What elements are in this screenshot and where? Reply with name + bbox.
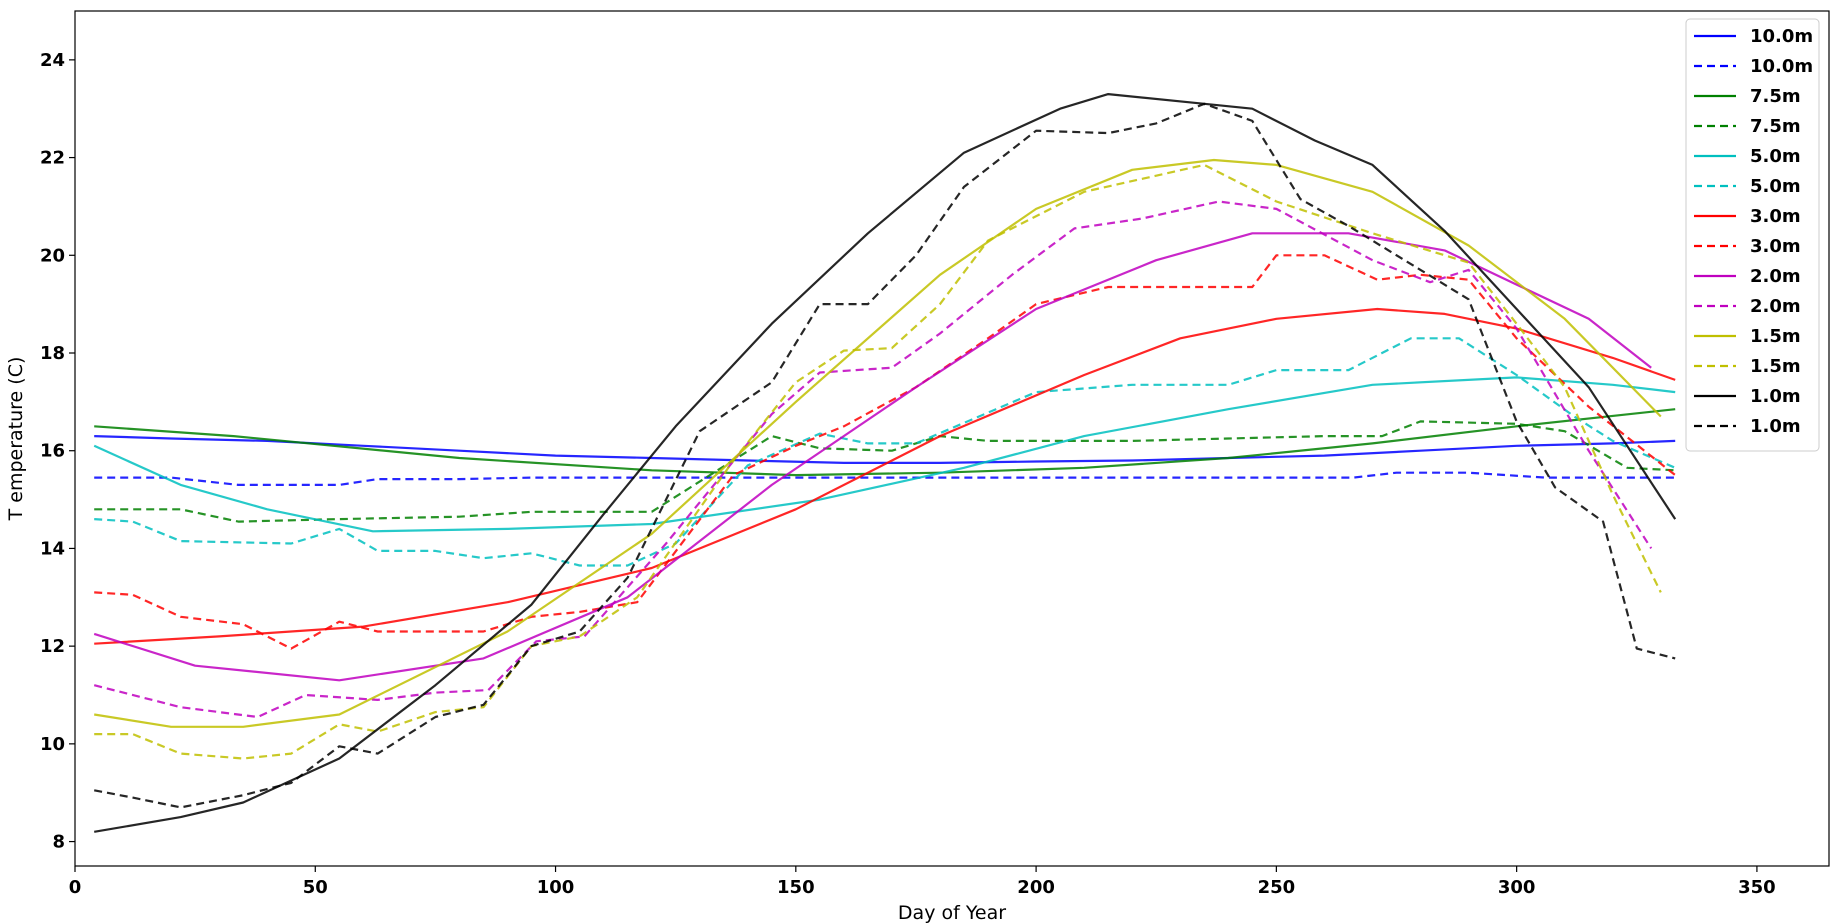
y-tick-label: 10 xyxy=(40,734,65,755)
legend-label: 10.0m xyxy=(1750,26,1813,47)
x-tick-label: 0 xyxy=(69,877,82,898)
legend-label: 1.0m xyxy=(1750,386,1801,407)
x-tick-label: 200 xyxy=(1017,877,1055,898)
series-line xyxy=(93,102,1676,809)
y-axis-label: T emperature (C) xyxy=(5,357,27,522)
series-line xyxy=(94,92,1677,833)
series-line xyxy=(93,200,1653,719)
x-tick-label: 350 xyxy=(1738,877,1776,898)
x-tick-label: 50 xyxy=(303,877,328,898)
y-tick-label: 8 xyxy=(52,832,65,853)
y-axis: 8 10 12 14 16 18 20 22 24 xyxy=(40,50,75,853)
plot-frame xyxy=(74,10,1830,867)
legend-label: 2.0m xyxy=(1750,296,1801,317)
y-tick-label: 22 xyxy=(40,148,65,169)
x-tick-label: 100 xyxy=(537,877,575,898)
y-tick-label: 14 xyxy=(40,538,65,559)
legend-box xyxy=(1685,18,1820,452)
legend-label: 5.0m xyxy=(1750,146,1801,167)
legend-label: 7.5m xyxy=(1750,86,1801,107)
legend-label: 7.5m xyxy=(1750,116,1801,137)
legend-label: 3.0m xyxy=(1750,236,1801,257)
series-line xyxy=(93,376,1676,533)
x-axis-label: Day of Year xyxy=(898,902,1006,924)
legend-label: 2.0m xyxy=(1750,266,1801,287)
legend-label: 1.5m xyxy=(1750,356,1801,377)
series-line xyxy=(94,471,1676,486)
legend-label: 3.0m xyxy=(1750,206,1801,227)
series-line xyxy=(94,307,1676,645)
series-line xyxy=(94,163,1662,760)
series-line xyxy=(94,435,1676,464)
y-tick-label: 16 xyxy=(40,441,65,462)
legend-label: 5.0m xyxy=(1750,176,1801,197)
x-tick-label: 150 xyxy=(777,877,815,898)
legend-label: 10.0m xyxy=(1750,56,1813,77)
legend-label: 1.0m xyxy=(1750,416,1801,437)
x-tick-label: 300 xyxy=(1498,877,1536,898)
legend: 10.0m 10.0m 7.5m 7.5m 5.0m 5.0m 3.0m 3.0m 2.0m 2.… xyxy=(1685,18,1820,452)
y-tick-label: 12 xyxy=(40,636,65,657)
series-layer xyxy=(93,92,1677,833)
series-line xyxy=(93,232,1652,682)
y-tick-label: 20 xyxy=(40,245,65,266)
y-tick-label: 18 xyxy=(40,343,65,364)
series-line xyxy=(94,254,1676,650)
legend-label: 1.5m xyxy=(1750,326,1801,347)
x-axis: 0 50 100 150 200 250 300 350 xyxy=(69,866,1776,898)
series-line xyxy=(94,337,1676,567)
y-tick-label: 24 xyxy=(40,50,65,71)
x-tick-label: 250 xyxy=(1258,877,1296,898)
